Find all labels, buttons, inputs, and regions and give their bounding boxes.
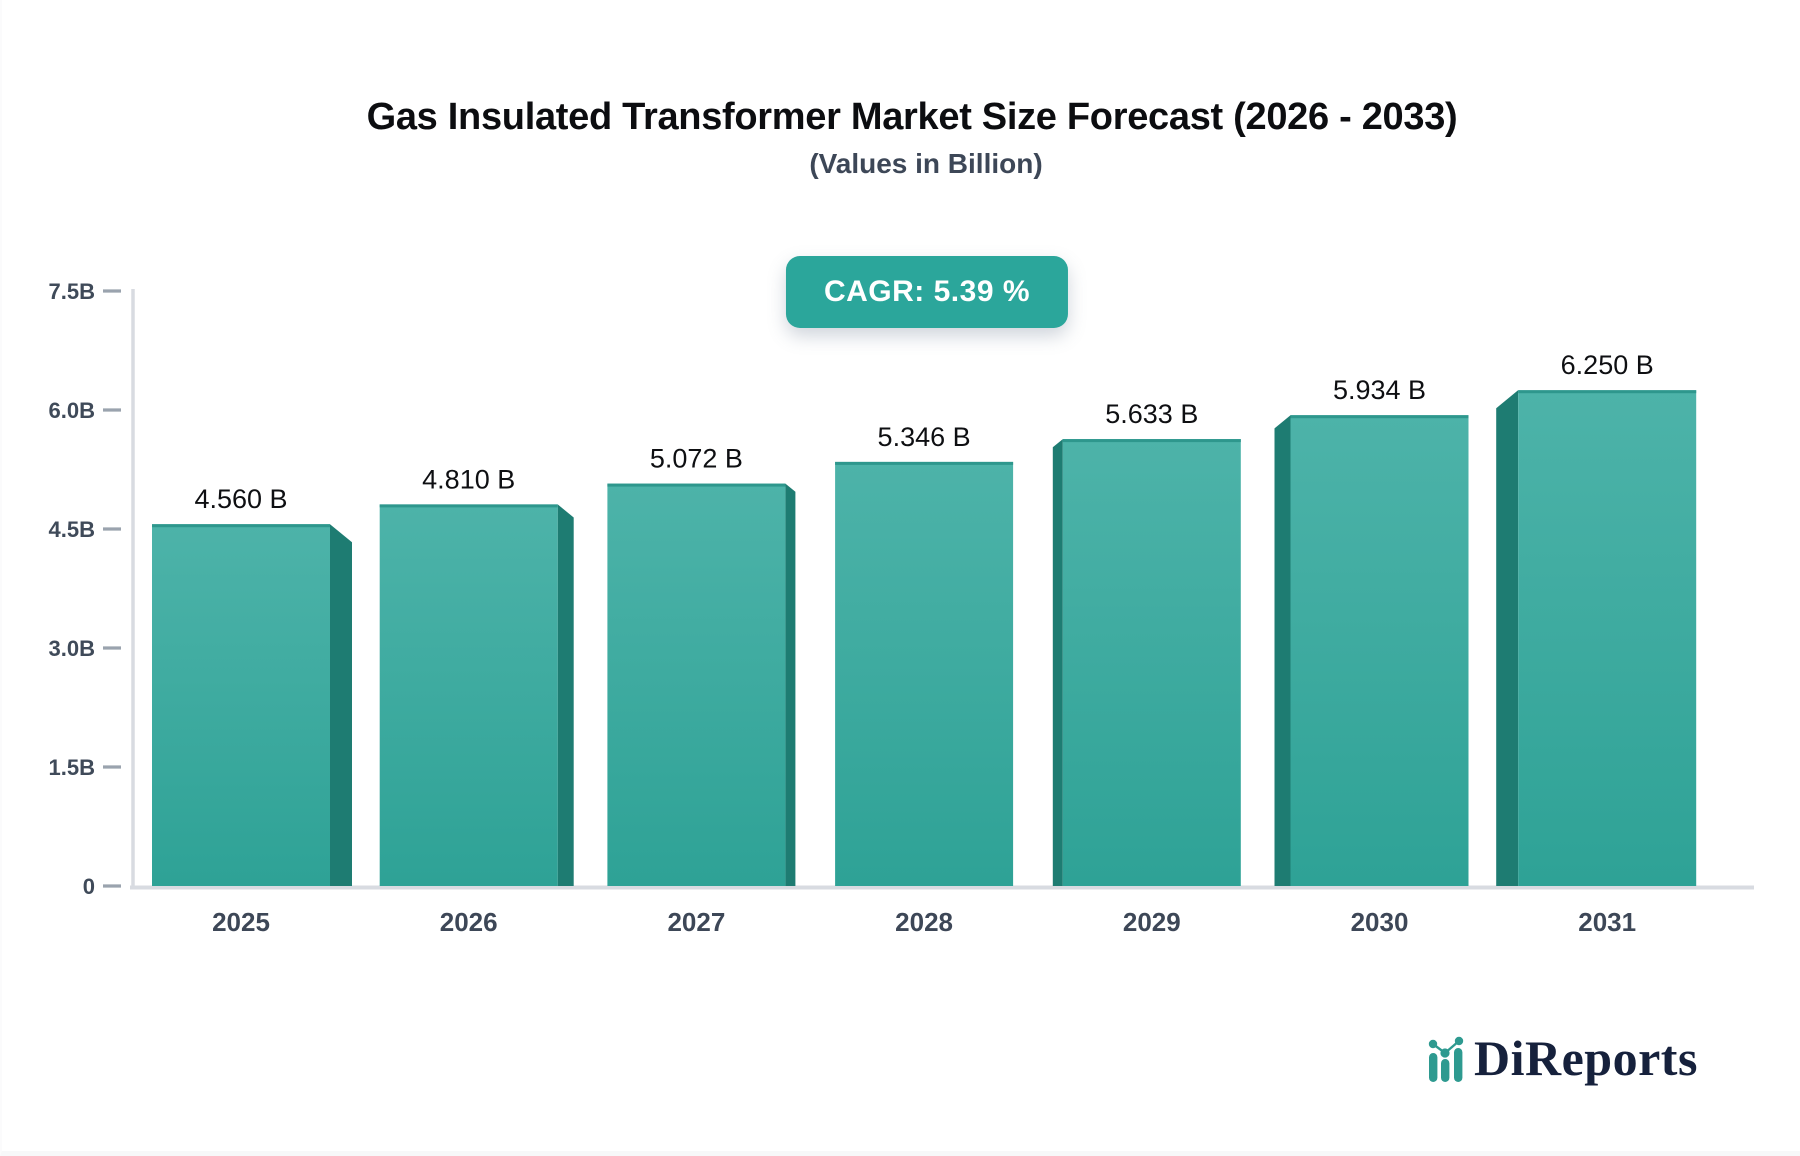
bar-value-label: 5.934 B: [1333, 375, 1426, 405]
y-tick-label: 6.0B: [49, 398, 95, 423]
chart-title: Gas Insulated Transformer Market Size Fo…: [366, 96, 1458, 138]
bar-2030: [1274, 415, 1469, 886]
direports-logo: DiReports: [1428, 1030, 1698, 1086]
bar-2029: [1052, 439, 1241, 886]
x-axis-year-label: 2031: [1578, 907, 1636, 937]
bar-top-edge: [1290, 415, 1469, 419]
bar-value-label: 5.072 B: [650, 444, 743, 474]
cagr-badge: CAGR: 5.39 %: [785, 256, 1069, 328]
x-axis-year-label: 2030: [1351, 907, 1409, 937]
mini-bar-line-chart-icon: [1428, 1036, 1464, 1082]
bar-front-face: [152, 524, 330, 886]
bar-front-face: [835, 461, 1014, 886]
bar-value-label: 4.810 B: [422, 464, 515, 494]
bar-2027: [607, 483, 796, 886]
bar-side-face: [330, 524, 352, 886]
bar-front-face: [379, 504, 558, 886]
bar-side-face: [1274, 415, 1291, 886]
bar-front-face: [1290, 415, 1469, 886]
bar-top-edge: [152, 524, 330, 528]
x-axis-year-label: 2026: [440, 907, 498, 937]
bar-side-face: [785, 483, 796, 886]
bar-top-edge: [835, 461, 1014, 465]
bar-2031: [1496, 390, 1697, 886]
chart-subtitle: (Values in Billion): [809, 148, 1043, 179]
bar-2025: [152, 524, 352, 886]
x-axis-year-label: 2029: [1123, 907, 1181, 937]
x-axis-year-label: 2025: [212, 907, 270, 937]
bar-front-face: [1062, 439, 1241, 886]
bar-2028: [835, 461, 1014, 886]
axes: 0 1.5B 3.0B 4.5B 6.0B 7.5B: [49, 279, 1754, 899]
bar-front-face: [607, 483, 786, 886]
y-tick-label: 0: [83, 874, 95, 899]
x-axis-year-label: 2028: [895, 907, 953, 937]
bar-top-edge: [379, 504, 558, 508]
y-tick-label: 7.5B: [49, 279, 95, 304]
bar-top-edge: [1518, 390, 1697, 394]
bar-side-face: [1052, 439, 1063, 886]
bar-value-label: 6.250 B: [1561, 350, 1654, 380]
logo-text: DiReports: [1474, 1030, 1698, 1086]
bar-value-label: 5.633 B: [1105, 399, 1198, 429]
y-tick-label: 3.0B: [49, 636, 95, 661]
bar-top-edge: [1062, 439, 1241, 443]
bar-value-label: 4.560 B: [194, 484, 287, 514]
x-axis-year-label: 2027: [667, 907, 725, 937]
y-tick-label: 1.5B: [49, 755, 95, 780]
bar-side-face: [557, 504, 574, 886]
labels: 4.560 B 2025 4.810 B 2026 5.072 B 2027 5.346 B…: [194, 350, 1653, 937]
bars: [152, 390, 1697, 886]
bar-2026: [379, 504, 574, 886]
bar-value-label: 5.346 B: [878, 422, 971, 452]
bar-side-face: [1496, 390, 1519, 886]
bar-front-face: [1518, 390, 1697, 886]
bar-top-edge: [607, 483, 786, 487]
y-tick-label: 4.5B: [49, 517, 95, 542]
